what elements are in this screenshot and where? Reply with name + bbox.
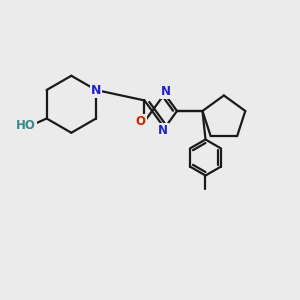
Text: N: N (158, 124, 168, 137)
Text: O: O (136, 115, 146, 128)
Text: N: N (91, 83, 101, 97)
Text: HO: HO (16, 119, 36, 133)
Text: N: N (161, 85, 171, 98)
